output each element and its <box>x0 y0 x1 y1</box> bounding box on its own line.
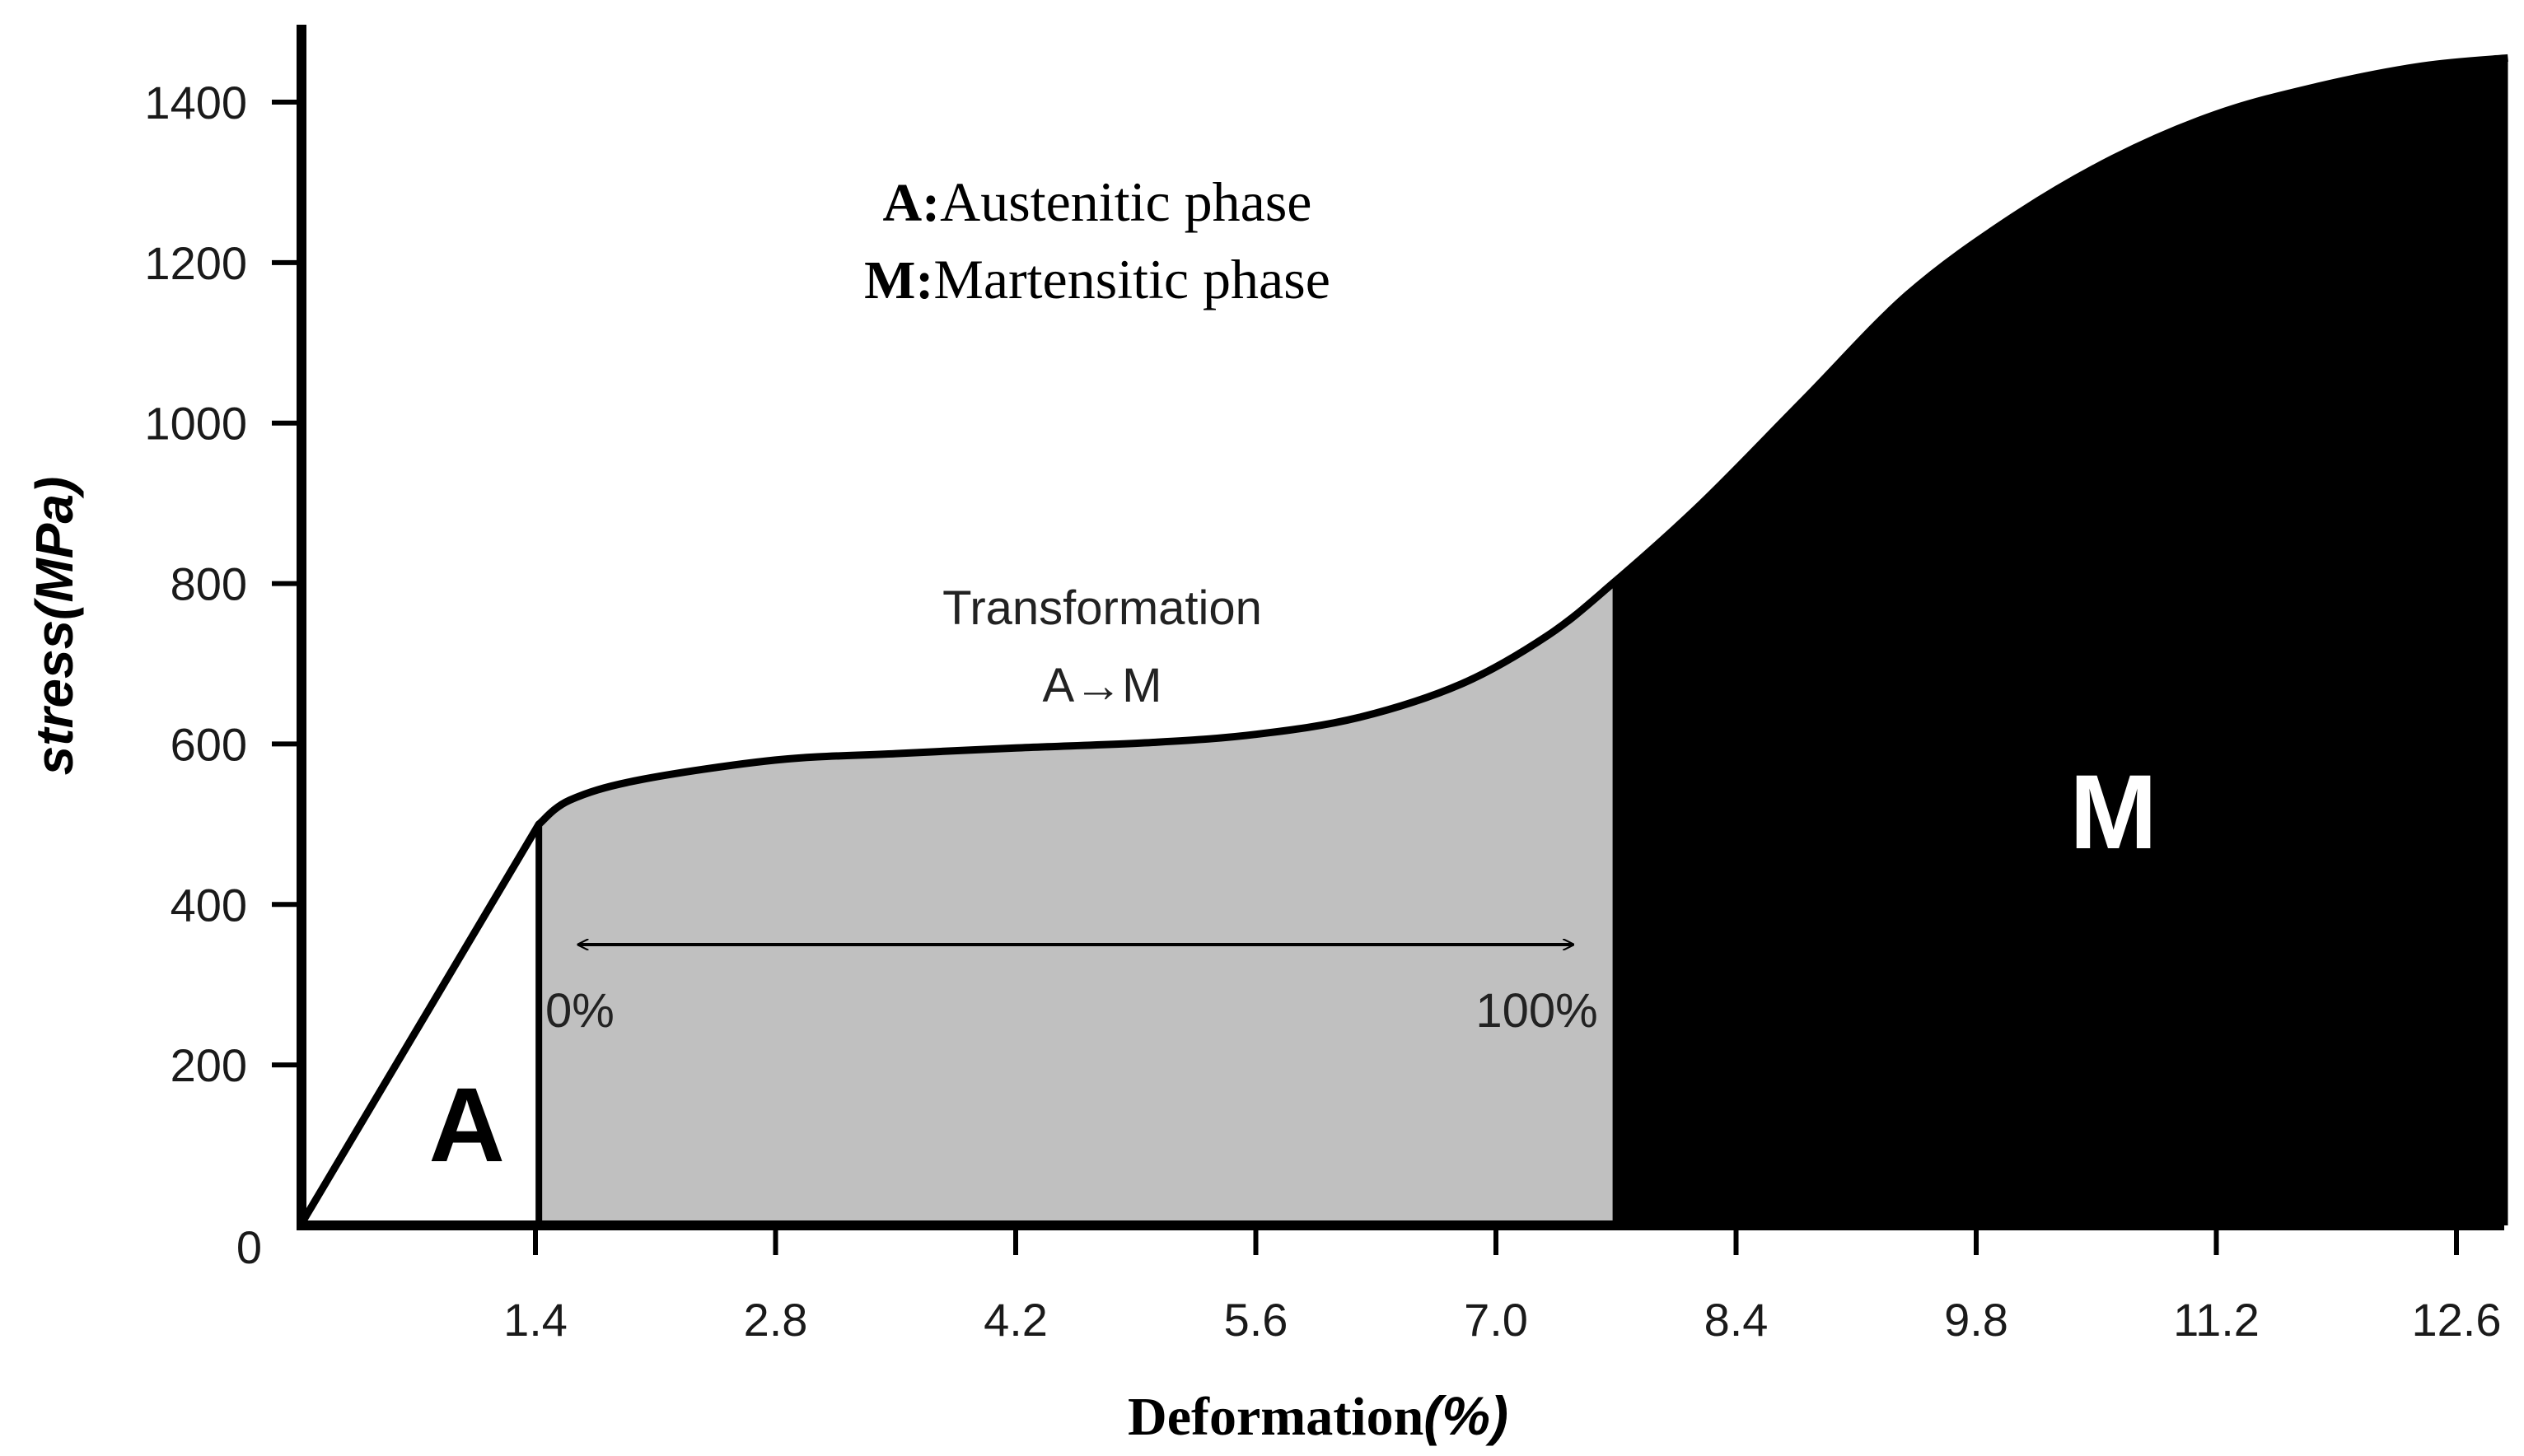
x-tick-label: 1.4 <box>503 1294 568 1346</box>
arrow-start-label: 0% <box>545 984 615 1038</box>
x-tick-label: 9.8 <box>1944 1294 2008 1346</box>
stress-strain-curve <box>297 54 2508 1228</box>
y-tick-label: 1400 <box>144 77 247 128</box>
transformation-subtitle: A→M <box>1043 659 1162 712</box>
y-axis-label: stress(MPa) <box>25 477 84 776</box>
y-tick-label: 0 <box>236 1221 262 1273</box>
y-tick-label: 600 <box>171 718 247 770</box>
x-tick-label: 4.2 <box>984 1294 1048 1346</box>
x-tick-label: 12.6 <box>2412 1294 2502 1346</box>
y-tick-label: 1000 <box>144 398 247 450</box>
x-ticks: 1.4 2.8 4.2 5.6 7.0 8.4 9.8 11.2 12.6 <box>503 1225 2502 1346</box>
x-tick-label: 2.8 <box>744 1294 808 1346</box>
x-tick-label: 5.6 <box>1224 1294 1288 1346</box>
region-a-label: A <box>428 1066 504 1184</box>
legend-entry-a: A:Austenitic phase <box>883 170 1312 233</box>
y-tick-label: 800 <box>171 558 247 610</box>
legend: A:Austenitic phase M:Martensitic phase <box>864 170 1330 310</box>
region-transformation <box>539 583 1613 1225</box>
y-tick-label: 200 <box>171 1039 247 1091</box>
x-axis-label: Deformation(%) <box>1128 1385 1508 1447</box>
y-ticks: 0 200 400 600 800 1000 1200 1400 <box>144 77 301 1273</box>
y-tick-label: 1200 <box>144 237 247 289</box>
region-martensite <box>1612 58 2508 1225</box>
x-tick-label: 11.2 <box>2173 1294 2260 1346</box>
legend-entry-m: M:Martensitic phase <box>864 248 1330 310</box>
arrow-end-label: 100% <box>1475 984 1597 1038</box>
x-tick-label: 7.0 <box>1464 1294 1528 1346</box>
y-tick-label: 400 <box>171 879 247 931</box>
transformation-label: Transformation <box>942 581 1262 635</box>
region-m-label: M <box>2069 754 2157 871</box>
x-tick-label: 8.4 <box>1704 1294 1769 1346</box>
